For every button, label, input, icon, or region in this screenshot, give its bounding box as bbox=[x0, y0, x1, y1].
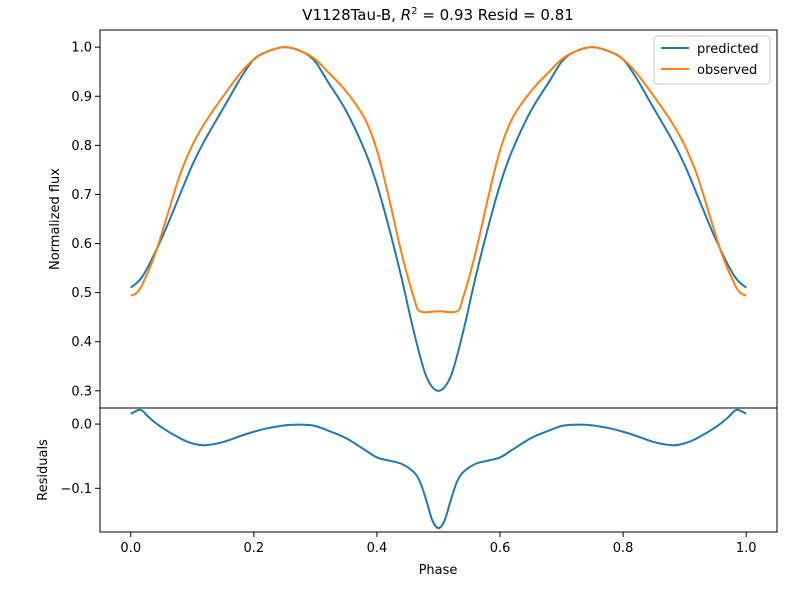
flux-y-tick-label: 0.3 bbox=[71, 384, 92, 399]
chart-title: V1128Tau-B, R2 = 0.93 Resid = 0.81 bbox=[302, 6, 574, 24]
flux-y-tick-label: 0.6 bbox=[71, 237, 92, 252]
flux-y-tick-label: 0.4 bbox=[71, 335, 92, 350]
residuals-series-lines bbox=[130, 408, 747, 530]
flux-y-axis-label: Normalized flux bbox=[48, 168, 63, 270]
flux-y-tick-label: 1.0 bbox=[71, 41, 92, 56]
flux-series-lines bbox=[130, 46, 747, 392]
residuals-y-tick-label: 0.0 bbox=[71, 418, 92, 433]
flux-y-tick-label: 0.9 bbox=[71, 90, 92, 105]
series-line-predicted bbox=[130, 46, 747, 392]
legend-label-observed: observed bbox=[697, 63, 757, 78]
residuals-y-ticks: 0.0 −0.1 bbox=[60, 418, 100, 497]
residuals-panel: 0.0 −0.1 0.0 0.2 0.4 0.6 0.8 1.0 Residuals Pha… bbox=[36, 407, 778, 578]
series-line-observed bbox=[130, 46, 747, 314]
phase-x-tick-label: 0.2 bbox=[244, 541, 265, 556]
legend: predicted observed bbox=[653, 35, 771, 85]
series-line-residuals bbox=[130, 408, 747, 530]
phase-x-tick-label: 0.0 bbox=[120, 541, 141, 556]
phase-x-tick-label: 0.8 bbox=[613, 541, 634, 556]
flux-y-tick-label: 0.7 bbox=[71, 188, 92, 203]
flux-y-tick-label: 0.5 bbox=[71, 286, 92, 301]
phase-x-axis-label: Phase bbox=[419, 563, 458, 578]
phase-x-tick-label: 0.4 bbox=[367, 541, 388, 556]
phase-x-ticks: 0.0 0.2 0.4 0.6 0.8 1.0 bbox=[120, 532, 757, 556]
residuals-y-tick-label: −0.1 bbox=[60, 482, 92, 497]
legend-label-predicted: predicted bbox=[697, 42, 759, 57]
phase-x-tick-label: 1.0 bbox=[736, 541, 757, 556]
flux-y-tick-label: 0.8 bbox=[71, 139, 92, 154]
phase-x-tick-label: 0.6 bbox=[490, 541, 511, 556]
residuals-axes-frame bbox=[99, 407, 778, 533]
flux-y-ticks: 0.3 0.4 0.5 0.6 0.7 0.8 0.9 1.0 bbox=[71, 41, 100, 399]
residuals-y-axis-label: Residuals bbox=[36, 439, 51, 501]
